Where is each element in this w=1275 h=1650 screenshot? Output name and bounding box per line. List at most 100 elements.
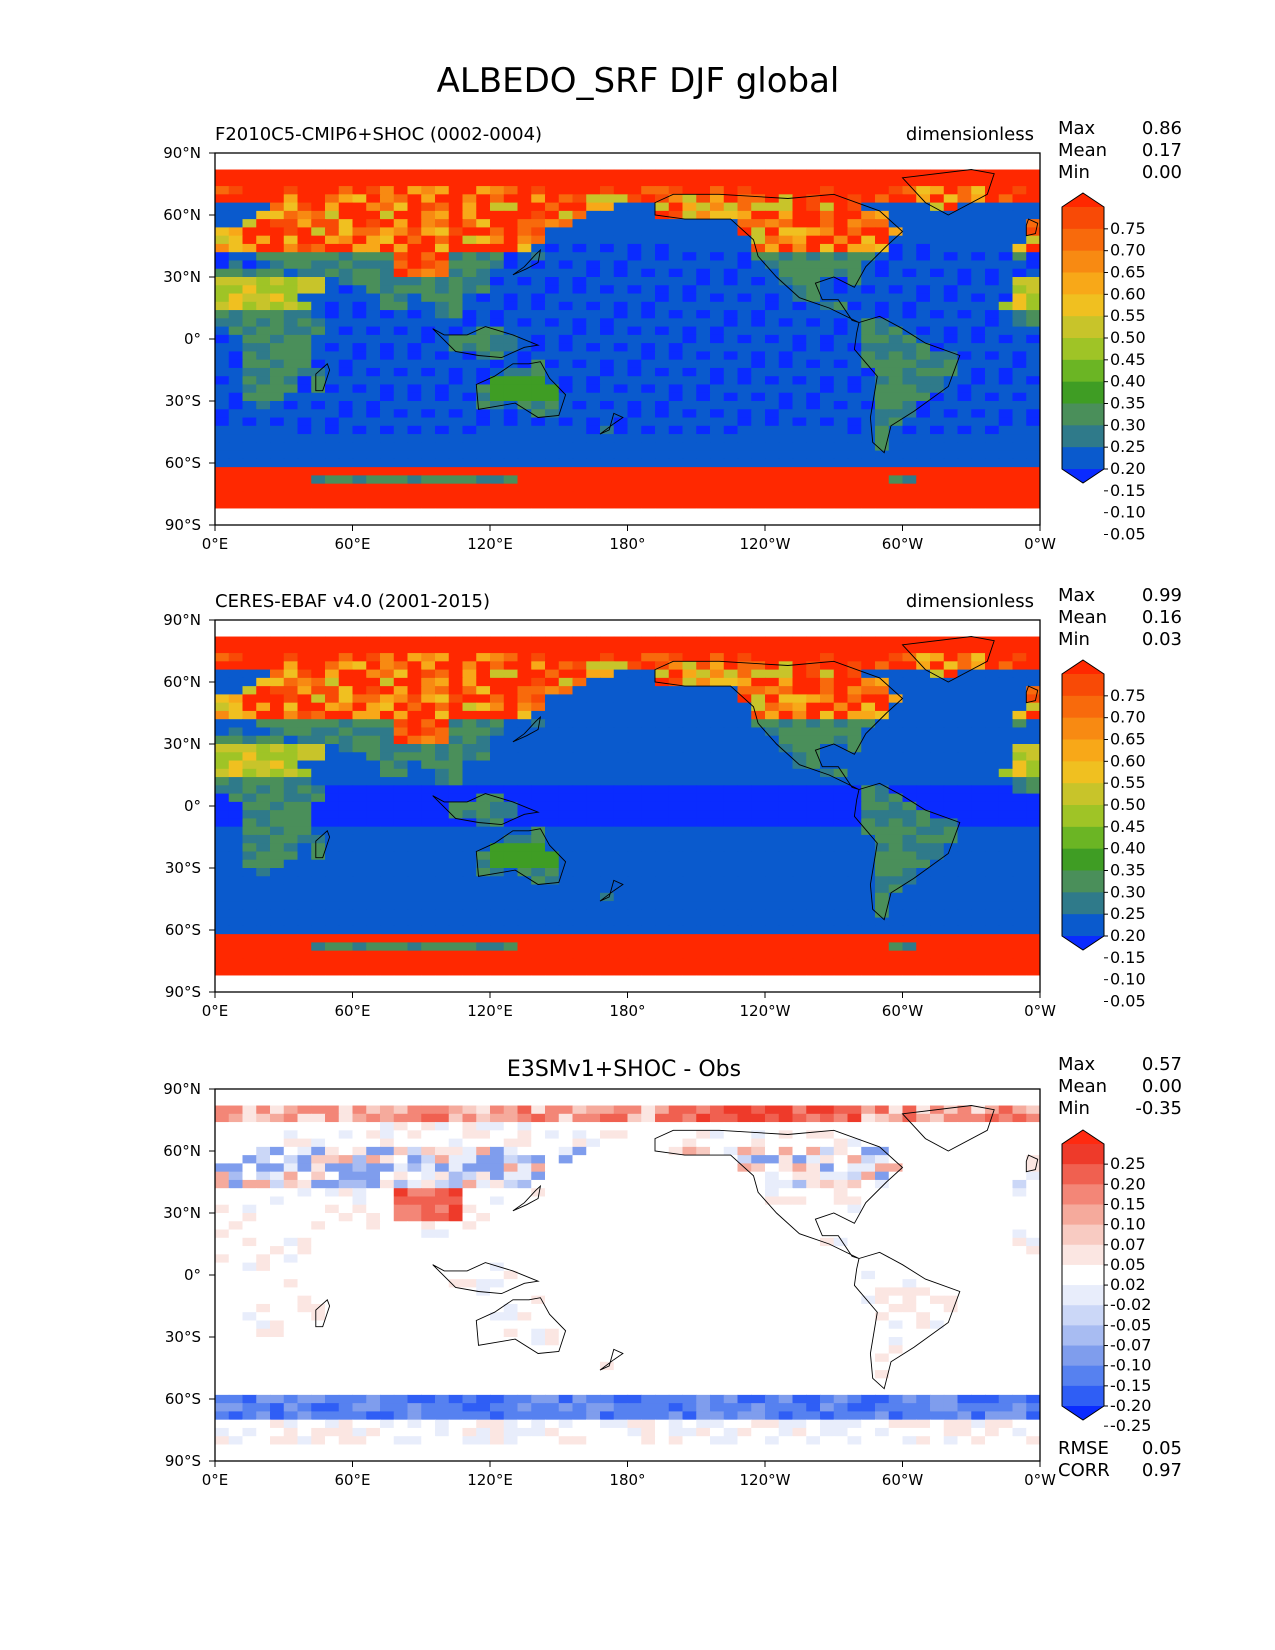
grid-cell bbox=[311, 376, 326, 386]
grid-cell bbox=[228, 177, 244, 187]
grid-cell bbox=[256, 818, 271, 828]
grid-cell bbox=[462, 243, 477, 253]
grid-cell bbox=[448, 694, 464, 704]
grid-cell bbox=[325, 202, 340, 212]
grid-cell bbox=[517, 268, 532, 278]
grid-cell bbox=[847, 367, 862, 377]
grid-cell bbox=[256, 859, 271, 869]
grid-cell bbox=[682, 826, 697, 836]
grid-cell bbox=[641, 653, 656, 662]
grid-cell bbox=[517, 425, 532, 435]
grid-cell bbox=[338, 818, 354, 828]
grid-cell bbox=[1012, 892, 1027, 902]
colorbar-segment bbox=[1062, 381, 1104, 404]
grid-cell bbox=[737, 735, 752, 745]
grid-cell bbox=[228, 620, 244, 629]
grid-cell bbox=[215, 359, 230, 369]
grid-cell bbox=[737, 491, 752, 501]
grid-cell bbox=[215, 744, 230, 753]
grid-cell bbox=[545, 859, 560, 869]
grid-cell bbox=[861, 277, 876, 286]
grid-cell bbox=[916, 425, 931, 435]
grid-cell bbox=[600, 818, 615, 828]
grid-cell bbox=[531, 301, 546, 311]
grid-cell bbox=[421, 186, 436, 195]
grid-cell bbox=[792, 301, 807, 311]
grid-cell bbox=[641, 351, 656, 361]
grid-cell bbox=[833, 260, 849, 270]
grid-cell bbox=[737, 851, 752, 861]
grid-cell bbox=[531, 194, 546, 204]
grid-cell bbox=[558, 859, 574, 869]
grid-cell bbox=[778, 310, 794, 319]
grid-cell bbox=[270, 458, 285, 468]
grid-cell bbox=[531, 620, 546, 629]
grid-cell bbox=[448, 235, 464, 245]
grid-cell bbox=[806, 483, 821, 493]
grid-cell bbox=[710, 500, 725, 510]
grid-cell bbox=[998, 450, 1014, 460]
grid-cell bbox=[1026, 653, 1040, 662]
grid-cell bbox=[517, 636, 532, 646]
grid-cell bbox=[270, 285, 285, 295]
grid-cell bbox=[985, 818, 1000, 828]
grid-cell bbox=[861, 843, 876, 853]
grid-cell bbox=[875, 376, 890, 386]
grid-cell bbox=[325, 442, 340, 452]
grid-cell bbox=[888, 442, 904, 452]
grid-cell bbox=[971, 202, 986, 212]
grid-cell bbox=[256, 401, 271, 410]
grid-cell bbox=[778, 636, 794, 646]
grid-cell bbox=[352, 177, 367, 187]
grid-cell bbox=[435, 677, 450, 687]
grid-cell bbox=[338, 186, 354, 195]
grid-cell bbox=[393, 359, 409, 369]
grid-cell bbox=[1012, 285, 1027, 295]
grid-cell bbox=[655, 760, 670, 770]
grid-cell bbox=[682, 508, 697, 518]
grid-cell bbox=[998, 417, 1014, 427]
grid-cell bbox=[352, 727, 367, 737]
grid-cell bbox=[943, 669, 959, 679]
grid-cell bbox=[242, 719, 257, 729]
grid-cell bbox=[476, 467, 491, 476]
grid-cell bbox=[806, 661, 821, 671]
grid-cell bbox=[215, 653, 230, 662]
grid-cell bbox=[655, 243, 670, 253]
grid-cell bbox=[902, 219, 917, 228]
grid-cell bbox=[256, 500, 271, 510]
grid-cell bbox=[847, 892, 862, 902]
grid-cell bbox=[393, 752, 409, 762]
grid-cell bbox=[462, 801, 477, 811]
grid-cell bbox=[407, 620, 422, 629]
grid-cell bbox=[1026, 434, 1040, 443]
grid-cell bbox=[545, 851, 560, 861]
grid-cell bbox=[655, 859, 670, 869]
grid-cell bbox=[490, 500, 505, 510]
grid-cell bbox=[270, 834, 285, 844]
grid-cell bbox=[531, 310, 546, 319]
grid-cell bbox=[778, 260, 794, 270]
grid-cell bbox=[902, 868, 917, 877]
grid-cell bbox=[503, 177, 519, 187]
grid-cell bbox=[696, 285, 711, 295]
grid-cell bbox=[338, 694, 354, 704]
grid-cell bbox=[366, 892, 381, 902]
grid-cell bbox=[462, 367, 477, 377]
grid-cell bbox=[710, 710, 725, 720]
grid-cell bbox=[613, 442, 629, 452]
grid-cell bbox=[325, 653, 340, 662]
grid-cell bbox=[902, 483, 917, 493]
grid-cell bbox=[476, 516, 491, 525]
grid-cell bbox=[723, 161, 739, 171]
grid-cell bbox=[943, 868, 959, 877]
grid-cell bbox=[1012, 686, 1027, 695]
grid-cell bbox=[242, 343, 257, 352]
grid-cell bbox=[668, 177, 684, 187]
grid-cell bbox=[600, 310, 615, 319]
grid-cell bbox=[242, 810, 257, 819]
grid-cell bbox=[366, 620, 381, 629]
grid-cell bbox=[723, 620, 739, 629]
grid-cell bbox=[641, 760, 656, 770]
grid-cell bbox=[985, 628, 1000, 638]
